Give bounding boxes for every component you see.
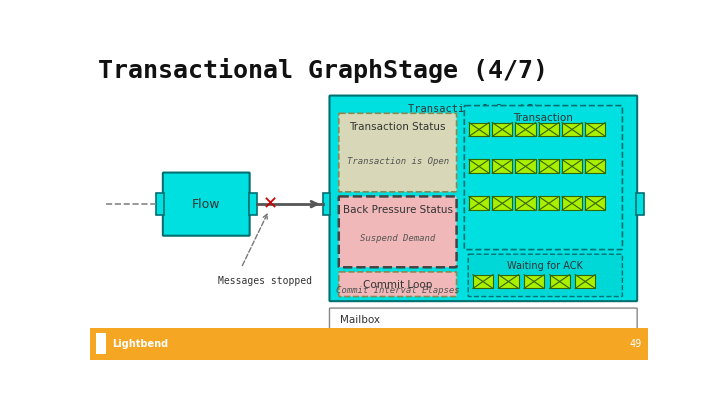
Bar	[469, 123, 489, 136]
Text: Messages stopped: Messages stopped	[218, 276, 312, 286]
Bar	[539, 123, 559, 136]
Text: 49: 49	[629, 339, 642, 349]
Bar	[492, 160, 513, 173]
Bar	[90, 328, 648, 360]
Bar	[473, 275, 493, 288]
Bar	[516, 196, 536, 210]
Text: Commit Loop: Commit Loop	[363, 280, 433, 290]
Text: Transaction: Transaction	[513, 113, 573, 122]
Bar	[562, 123, 582, 136]
Bar	[469, 196, 489, 210]
FancyBboxPatch shape	[330, 96, 637, 301]
Bar	[516, 160, 536, 173]
Text: ✕: ✕	[263, 195, 278, 213]
FancyBboxPatch shape	[339, 113, 456, 192]
Bar	[492, 196, 513, 210]
FancyBboxPatch shape	[339, 196, 456, 267]
FancyBboxPatch shape	[330, 308, 637, 333]
Bar	[636, 193, 644, 215]
FancyBboxPatch shape	[163, 173, 250, 236]
Text: Flow: Flow	[192, 198, 220, 211]
Bar	[539, 160, 559, 173]
Text: Transaction Status: Transaction Status	[349, 122, 446, 132]
Bar	[249, 193, 256, 215]
Text: Transactional GraphStage (4/7): Transactional GraphStage (4/7)	[98, 58, 548, 83]
Text: Mailbox: Mailbox	[340, 315, 379, 325]
Bar	[562, 160, 582, 173]
Text: Transactional GraphStage: Transactional GraphStage	[408, 104, 558, 114]
Bar	[323, 193, 330, 215]
FancyBboxPatch shape	[468, 254, 622, 296]
Text: Suspend Demand: Suspend Demand	[360, 234, 436, 243]
Bar	[575, 275, 595, 288]
Bar	[156, 193, 163, 215]
Bar	[539, 196, 559, 210]
FancyBboxPatch shape	[464, 106, 622, 249]
FancyBboxPatch shape	[339, 272, 456, 296]
Text: Transaction is Open: Transaction is Open	[346, 157, 449, 166]
Bar	[516, 123, 536, 136]
Bar	[562, 196, 582, 210]
Text: Commit Interval Elapses: Commit Interval Elapses	[336, 286, 459, 295]
Text: Waiting for ACK: Waiting for ACK	[508, 261, 583, 271]
Bar	[492, 123, 513, 136]
Text: Lightbend: Lightbend	[112, 339, 168, 349]
Bar	[96, 333, 106, 354]
Bar	[498, 275, 518, 288]
Bar	[469, 160, 489, 173]
Bar	[585, 160, 606, 173]
Text: Back Pressure Status: Back Pressure Status	[343, 205, 453, 215]
Bar	[549, 275, 570, 288]
Bar	[585, 196, 606, 210]
Bar	[524, 275, 544, 288]
Bar	[585, 123, 606, 136]
